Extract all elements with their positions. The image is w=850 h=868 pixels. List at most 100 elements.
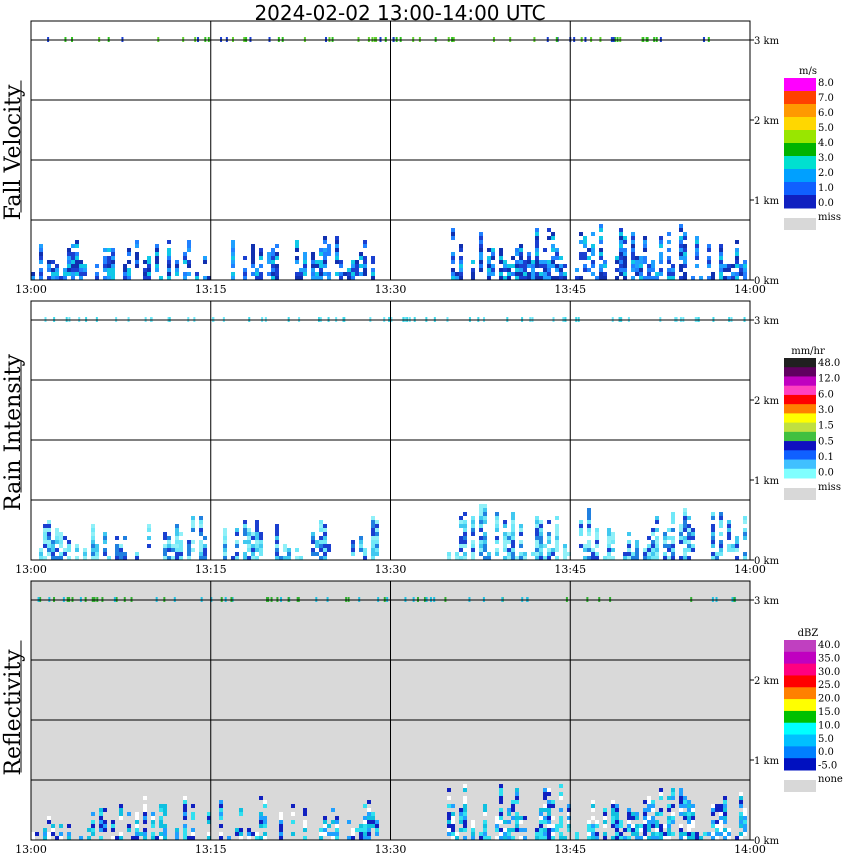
echo-cell bbox=[47, 532, 51, 536]
echo-cell bbox=[135, 836, 139, 840]
echo-cell bbox=[547, 808, 551, 812]
echo-cell bbox=[519, 256, 523, 260]
echo-cell bbox=[667, 528, 671, 532]
echo-cell bbox=[95, 264, 99, 268]
echo-cell bbox=[687, 816, 691, 820]
echo-cell bbox=[575, 268, 579, 272]
echo-cell bbox=[155, 256, 159, 260]
echo-cell bbox=[619, 248, 623, 252]
echo-cell bbox=[47, 540, 51, 544]
echo-cell bbox=[487, 272, 491, 276]
echo-cell bbox=[567, 552, 571, 556]
echo-cell bbox=[167, 272, 171, 276]
echo-cell bbox=[487, 276, 491, 280]
y-axis-label: Fall Velocity bbox=[1, 84, 26, 220]
echo-cell bbox=[519, 556, 523, 560]
echo-cell bbox=[375, 524, 379, 528]
echo-cell bbox=[363, 836, 367, 840]
echo-cell bbox=[279, 832, 283, 836]
echo-cell bbox=[263, 836, 267, 840]
echo-cell bbox=[735, 248, 739, 252]
echo-cell bbox=[275, 268, 279, 272]
echo-cell bbox=[463, 812, 467, 816]
echo-cell bbox=[611, 556, 615, 560]
echo-cell bbox=[667, 804, 671, 808]
echo-cell bbox=[683, 804, 687, 808]
echo-cell bbox=[511, 828, 515, 832]
echo-cell bbox=[271, 268, 275, 272]
echo-cell bbox=[727, 548, 731, 552]
echo-cell bbox=[539, 820, 543, 824]
echo-cell bbox=[559, 824, 563, 828]
grid bbox=[31, 21, 750, 280]
echo-cell bbox=[643, 816, 647, 820]
echo-cell bbox=[655, 548, 659, 552]
echo-cell bbox=[683, 248, 687, 252]
echo-cell bbox=[595, 832, 599, 836]
echo-cell bbox=[339, 276, 343, 280]
echo-cell bbox=[259, 544, 263, 548]
echo-cell bbox=[611, 824, 615, 828]
echo-cell bbox=[83, 264, 87, 268]
echo-cell bbox=[727, 536, 731, 540]
echo-cell bbox=[695, 252, 699, 256]
legend-label: 4.0 bbox=[818, 138, 834, 149]
echo-cell bbox=[643, 556, 647, 560]
echo-cell bbox=[519, 252, 523, 256]
echo-cell bbox=[55, 536, 59, 540]
echo-cell bbox=[347, 276, 351, 280]
echo-cell bbox=[95, 272, 99, 276]
echo-cell bbox=[591, 552, 595, 556]
echo-cell bbox=[319, 832, 323, 836]
echo-cell bbox=[275, 548, 279, 552]
echo-cell bbox=[735, 252, 739, 256]
echo-cell bbox=[115, 552, 119, 556]
echo-cell bbox=[527, 272, 531, 276]
echo-cell bbox=[359, 824, 363, 828]
echo-cell bbox=[223, 544, 227, 548]
echo-cell bbox=[323, 820, 327, 824]
echo-cell bbox=[459, 264, 463, 268]
echo-cell bbox=[547, 260, 551, 264]
echo-cell bbox=[667, 824, 671, 828]
legend-label: 1.0 bbox=[818, 183, 834, 194]
echo-cell bbox=[599, 236, 603, 240]
legend-swatch bbox=[784, 385, 816, 396]
echo-cell bbox=[159, 824, 163, 828]
legend-label: 0.0 bbox=[818, 468, 834, 479]
echo-cell bbox=[719, 532, 723, 536]
echo-cell bbox=[683, 524, 687, 528]
echo-cell bbox=[323, 544, 327, 548]
echo-cell bbox=[679, 832, 683, 836]
echo-cell bbox=[651, 804, 655, 808]
echo-cell bbox=[39, 552, 43, 556]
echo-cell bbox=[367, 800, 371, 804]
echo-cell bbox=[335, 820, 339, 824]
echo-cell bbox=[127, 812, 131, 816]
echo-cell bbox=[599, 252, 603, 256]
echo-cell bbox=[679, 828, 683, 832]
echo-cell bbox=[527, 276, 531, 280]
echo-cell bbox=[739, 816, 743, 820]
echo-cell bbox=[319, 836, 323, 840]
echo-cell bbox=[583, 252, 587, 256]
echo-cell bbox=[735, 256, 739, 260]
echo-cell bbox=[243, 256, 247, 260]
echo-cell bbox=[551, 244, 555, 248]
echo-cell bbox=[259, 796, 263, 800]
echo-cell bbox=[103, 540, 107, 544]
legend-label: 6.0 bbox=[818, 389, 834, 400]
echo-cell bbox=[555, 248, 559, 252]
echo-cell bbox=[539, 808, 543, 812]
echo-cell bbox=[43, 536, 47, 540]
echo-cell bbox=[311, 548, 315, 552]
echo-cell bbox=[667, 816, 671, 820]
echo-cell bbox=[375, 528, 379, 532]
echo-cell bbox=[259, 540, 263, 544]
echo-cell bbox=[175, 524, 179, 528]
echo-cell bbox=[535, 528, 539, 532]
echo-cell bbox=[623, 240, 627, 244]
echo-cell bbox=[323, 264, 327, 268]
echo-cell bbox=[639, 256, 643, 260]
echo-cell bbox=[143, 836, 147, 840]
